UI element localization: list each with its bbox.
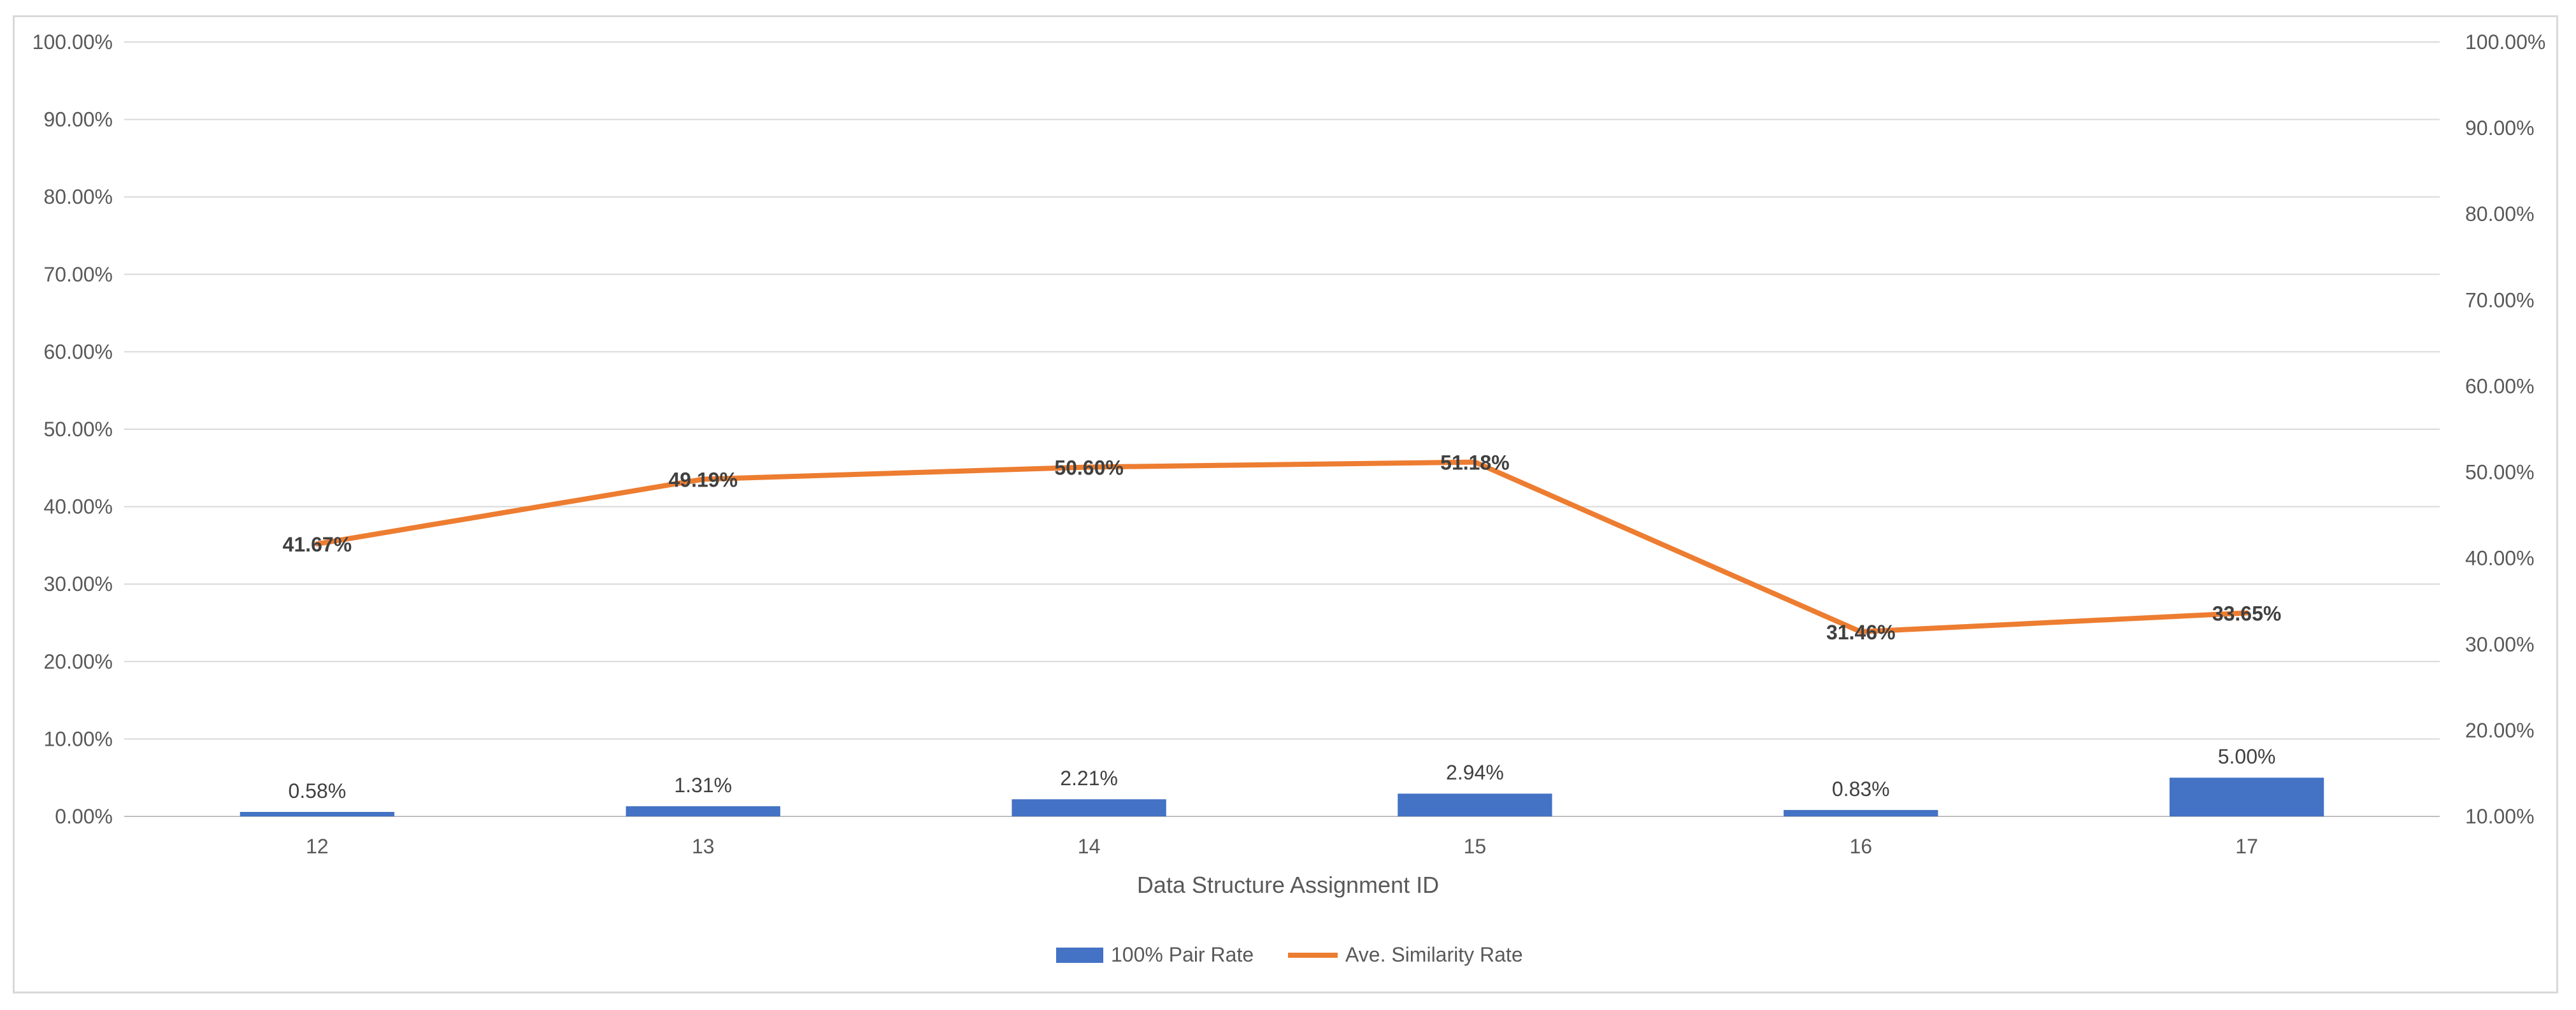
x-axis: 12 13 14 15 16 17 [306,835,2258,858]
gridlines [124,41,2440,817]
legend-line-label: Ave. Similarity Rate [1345,943,1523,966]
line-data-label: 33.65% [2212,602,2282,625]
left-axis-tick-label: 50.00% [43,418,113,441]
left-axis-tick-label: 80.00% [43,185,113,208]
right-axis-tick-label: 20.00% [2465,719,2535,742]
right-axis-tick-label: 70.00% [2465,288,2535,311]
x-axis-tick-label: 14 [1078,835,1101,858]
x-axis-tick-label: 17 [2235,835,2258,858]
bar [1012,799,1166,816]
bar-data-label: 2.21% [1060,767,1118,790]
x-axis-title: Data Structure Assignment ID [1137,872,1439,898]
right-axis-tick-label: 80.00% [2465,203,2535,225]
left-axis-tick-label: 40.00% [43,495,113,518]
left-axis-tick-label: 70.00% [43,263,113,286]
line-point [1088,466,1090,468]
legend-bar-label: 100% Pair Rate [1111,943,1254,966]
bar-data-label: 2.94% [1446,761,1504,784]
line-data-label: 49.19% [668,468,738,491]
line-data-label: 31.46% [1826,621,1896,644]
left-axis-tick-label: 90.00% [43,108,113,131]
line-point [1474,461,1476,463]
legend[interactable]: 100% Pair Rate Ave. Similarity Rate [1056,943,1523,966]
right-axis-tick-label: 10.00% [2465,805,2535,828]
bar-data-label: 5.00% [2218,745,2276,768]
bar-data-label: 0.83% [1832,778,1890,800]
x-axis-tick-label: 16 [1849,835,1872,858]
bar-series: 0.58% 1.31% 2.21% 2.94% 0.83% 5.00% [240,745,2324,816]
bar [1784,809,1938,816]
bar [2169,778,2324,816]
right-axis-tick-label: 50.00% [2465,461,2535,484]
right-axis-tick-label: 40.00% [2465,547,2535,570]
left-axis-tick-label: 30.00% [43,573,113,595]
x-axis-tick-label: 15 [1464,835,1487,858]
left-axis-tick-label: 60.00% [43,340,113,363]
left-axis-tick-label: 0.00% [55,805,113,828]
series-line [314,459,2250,635]
line-data-label: 41.67% [283,533,352,556]
left-axis-tick-label: 10.00% [43,727,113,750]
left-axis-tick-label: 20.00% [43,650,113,673]
left-axis-tick-label: 100.00% [32,31,113,53]
right-axis-tick-label: 100.00% [2465,31,2545,53]
line-point [316,543,318,545]
line-point [1860,631,1862,633]
bar [240,811,395,816]
bar [626,806,780,816]
line-point [2246,612,2248,614]
chart-frame [13,15,2558,993]
bar-data-label: 0.58% [289,779,347,802]
legend-bar-swatch [1056,948,1103,963]
right-axis-tick-label: 60.00% [2465,374,2535,397]
right-axis: 10.00% 20.00% 30.00% 40.00% 50.00% 60.00% 70.0… [2465,31,2545,828]
bar-data-label: 1.31% [674,774,732,797]
right-axis-tick-label: 30.00% [2465,633,2535,656]
line-data-label: 51.18% [1440,452,1510,474]
line-point [702,478,704,480]
line-data-label: 50.60% [1054,456,1124,479]
left-axis: 0.00% 10.00% 20.00% 30.00% 40.00% 50.00% 60.00… [32,31,113,828]
x-axis-tick-label: 13 [692,835,715,858]
bar [1398,793,1552,816]
line-series: 41.67% 49.19% 50.60% 51.18% 31.46% 33.65% [283,452,2282,644]
right-axis-tick-label: 90.00% [2465,117,2535,139]
x-axis-tick-label: 12 [306,835,329,858]
